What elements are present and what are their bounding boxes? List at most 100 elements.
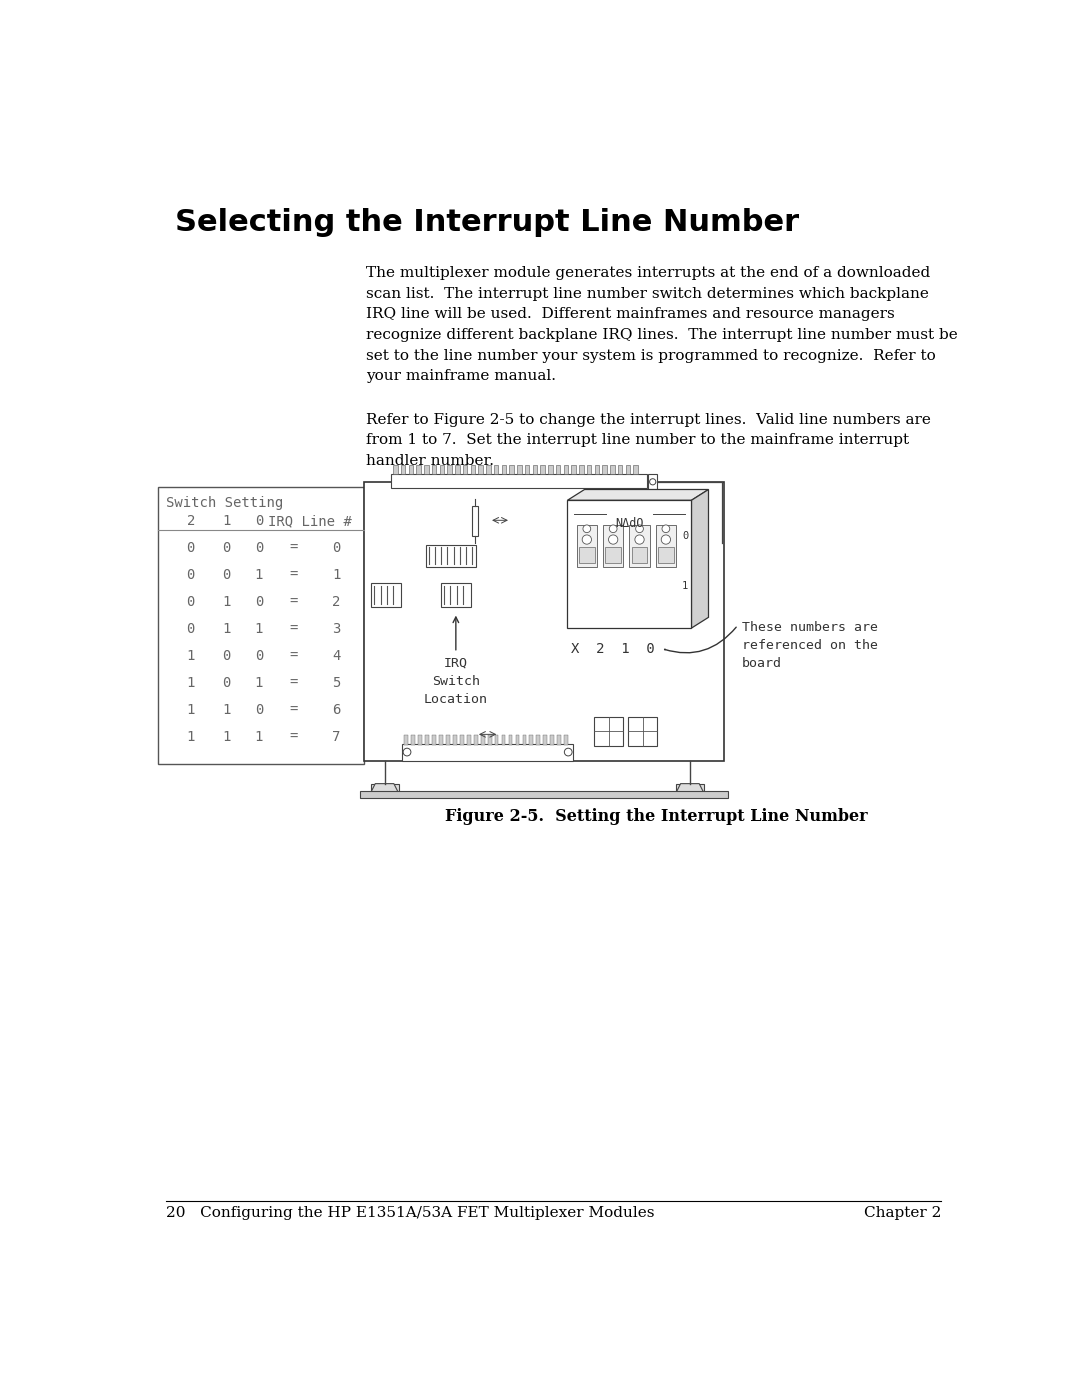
Text: 1: 1 xyxy=(187,703,195,717)
Bar xyxy=(364,482,724,760)
Bar xyxy=(403,743,572,760)
Bar xyxy=(627,717,658,746)
Polygon shape xyxy=(691,489,708,629)
Text: The multiplexer module generates interrupts at the end of a downloaded
scan list: The multiplexer module generates interru… xyxy=(366,267,958,383)
Text: IRQ
Switch
Location: IRQ Switch Location xyxy=(423,657,488,705)
Bar xyxy=(432,465,436,474)
Text: 1: 1 xyxy=(222,514,231,528)
Bar xyxy=(517,465,522,474)
Bar xyxy=(676,784,704,793)
Bar xyxy=(488,735,491,745)
Bar xyxy=(501,465,507,474)
Bar xyxy=(393,465,397,474)
Bar xyxy=(537,735,540,745)
Text: =: = xyxy=(289,729,298,743)
Text: 0: 0 xyxy=(255,595,264,609)
Bar xyxy=(564,465,568,474)
Text: 0: 0 xyxy=(222,648,231,664)
Bar xyxy=(453,735,457,745)
Bar xyxy=(543,735,548,745)
Bar xyxy=(525,465,529,474)
Text: 1: 1 xyxy=(222,622,231,636)
Circle shape xyxy=(609,525,617,532)
Text: =: = xyxy=(289,541,298,555)
Circle shape xyxy=(661,535,671,545)
Bar xyxy=(633,465,638,474)
Polygon shape xyxy=(370,784,399,793)
Text: 0: 0 xyxy=(683,531,688,541)
Text: 0: 0 xyxy=(333,541,340,555)
Text: 0: 0 xyxy=(255,541,264,555)
Bar xyxy=(401,465,405,474)
Bar xyxy=(438,735,443,745)
Bar xyxy=(494,465,499,474)
Text: 0: 0 xyxy=(187,569,195,583)
Bar xyxy=(447,465,451,474)
Circle shape xyxy=(649,479,656,485)
Bar xyxy=(529,735,534,745)
Text: 0: 0 xyxy=(187,595,195,609)
Bar xyxy=(610,465,615,474)
Bar xyxy=(567,500,691,629)
Bar xyxy=(565,735,568,745)
Text: 0: 0 xyxy=(255,648,264,664)
FancyArrowPatch shape xyxy=(664,627,737,652)
Bar xyxy=(455,465,460,474)
Text: 1: 1 xyxy=(187,676,195,690)
Bar xyxy=(532,465,537,474)
Circle shape xyxy=(635,535,644,545)
Bar xyxy=(515,735,519,745)
Text: Switch Setting: Switch Setting xyxy=(166,496,283,510)
Text: 0: 0 xyxy=(255,514,264,528)
Circle shape xyxy=(662,525,670,532)
Bar xyxy=(603,465,607,474)
Bar xyxy=(540,465,545,474)
Text: 1: 1 xyxy=(187,729,195,743)
Text: Refer to Figure 2-5 to change the interrupt lines.  Valid line numbers are
from : Refer to Figure 2-5 to change the interr… xyxy=(366,412,931,468)
Bar xyxy=(372,584,401,606)
Circle shape xyxy=(636,525,644,532)
Bar xyxy=(471,465,475,474)
Bar xyxy=(446,735,449,745)
Text: 3: 3 xyxy=(333,622,340,636)
Text: 0: 0 xyxy=(222,541,231,555)
Bar xyxy=(495,735,499,745)
Text: 1: 1 xyxy=(255,569,264,583)
Bar xyxy=(606,548,621,563)
Bar xyxy=(594,717,623,746)
Bar xyxy=(632,548,647,563)
Bar xyxy=(548,465,553,474)
Circle shape xyxy=(582,535,592,545)
Bar xyxy=(432,735,435,745)
Bar xyxy=(467,735,471,745)
Bar xyxy=(440,465,444,474)
Text: 1: 1 xyxy=(187,648,195,664)
Circle shape xyxy=(565,749,572,756)
Bar xyxy=(571,465,576,474)
Bar xyxy=(159,488,364,764)
Text: X  2  1  0: X 2 1 0 xyxy=(571,643,656,657)
Circle shape xyxy=(403,749,410,756)
Bar xyxy=(603,525,623,567)
Text: 7: 7 xyxy=(333,729,340,743)
Bar xyxy=(474,735,477,745)
Text: 4: 4 xyxy=(333,648,340,664)
Polygon shape xyxy=(567,489,708,500)
Bar xyxy=(523,735,526,745)
Circle shape xyxy=(608,535,618,545)
Text: 2: 2 xyxy=(187,514,195,528)
Text: IRQ Line #: IRQ Line # xyxy=(268,514,351,528)
Bar xyxy=(579,548,595,563)
Text: 0: 0 xyxy=(187,622,195,636)
Circle shape xyxy=(583,525,591,532)
Bar xyxy=(418,735,422,745)
Text: These numbers are
referenced on the
board: These numbers are referenced on the boar… xyxy=(742,622,878,671)
Bar xyxy=(463,465,468,474)
Bar xyxy=(391,474,647,488)
Bar xyxy=(441,584,471,606)
Bar xyxy=(424,465,429,474)
Polygon shape xyxy=(676,784,704,793)
Bar xyxy=(579,465,583,474)
Text: Chapter 2: Chapter 2 xyxy=(864,1206,941,1220)
Text: =: = xyxy=(289,703,298,717)
